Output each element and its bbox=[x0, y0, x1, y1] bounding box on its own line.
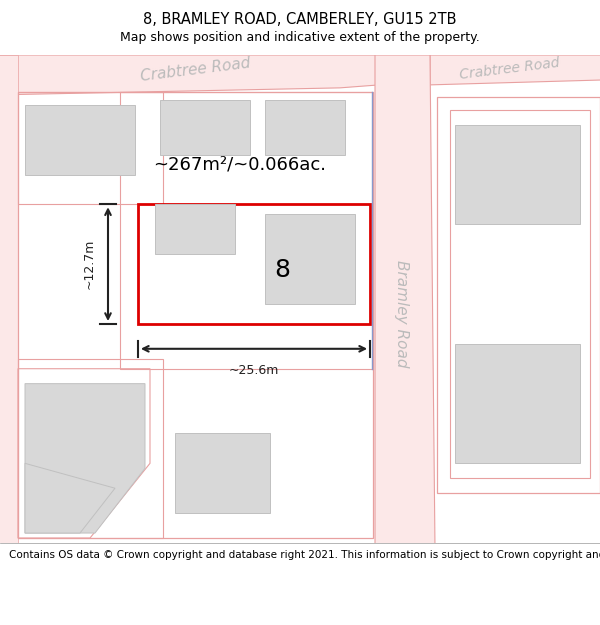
Bar bbox=[18, 359, 163, 538]
Bar bbox=[155, 204, 235, 254]
Polygon shape bbox=[430, 55, 600, 85]
Text: ~267m²/~0.066ac.: ~267m²/~0.066ac. bbox=[153, 156, 326, 174]
Text: Crabtree Road: Crabtree Road bbox=[139, 56, 251, 84]
Bar bbox=[175, 434, 270, 513]
Bar bbox=[265, 100, 345, 154]
Text: 8, BRAMLEY ROAD, CAMBERLEY, GU15 2TB: 8, BRAMLEY ROAD, CAMBERLEY, GU15 2TB bbox=[143, 12, 457, 27]
Bar bbox=[455, 125, 580, 224]
Polygon shape bbox=[25, 463, 115, 533]
Polygon shape bbox=[0, 55, 18, 548]
Text: Contains OS data © Crown copyright and database right 2021. This information is : Contains OS data © Crown copyright and d… bbox=[9, 549, 600, 559]
Bar bbox=[138, 204, 370, 324]
Text: Map shows position and indicative extent of the property.: Map shows position and indicative extent… bbox=[120, 31, 480, 44]
Bar bbox=[120, 92, 373, 369]
Text: ~12.7m: ~12.7m bbox=[83, 239, 96, 289]
Text: Bramley Road: Bramley Road bbox=[395, 260, 409, 368]
Text: Crabtree Road: Crabtree Road bbox=[459, 56, 561, 82]
Polygon shape bbox=[0, 55, 445, 95]
Bar bbox=[18, 92, 373, 538]
Bar bbox=[160, 100, 250, 154]
Bar bbox=[455, 344, 580, 463]
Bar bbox=[18, 92, 163, 204]
Polygon shape bbox=[25, 384, 145, 533]
Bar bbox=[25, 105, 135, 174]
Polygon shape bbox=[375, 55, 435, 548]
Bar bbox=[437, 97, 600, 493]
Text: ~25.6m: ~25.6m bbox=[229, 364, 279, 377]
Bar bbox=[265, 214, 355, 304]
Bar bbox=[450, 110, 590, 478]
Text: 8: 8 bbox=[274, 258, 290, 282]
